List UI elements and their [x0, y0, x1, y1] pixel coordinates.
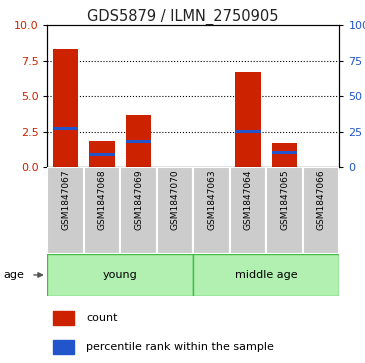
- Bar: [157, 167, 193, 254]
- Bar: [235, 72, 261, 167]
- Text: young: young: [103, 270, 138, 280]
- Bar: [89, 142, 115, 167]
- Bar: [303, 167, 339, 254]
- Bar: [53, 340, 74, 354]
- Text: middle age: middle age: [235, 270, 298, 280]
- Bar: [53, 49, 78, 167]
- Text: age: age: [4, 270, 24, 280]
- Text: percentile rank within the sample: percentile rank within the sample: [86, 342, 274, 352]
- Bar: [47, 167, 84, 254]
- Bar: [230, 167, 266, 254]
- Text: GSM1847069: GSM1847069: [134, 170, 143, 230]
- Bar: [120, 167, 157, 254]
- Bar: [89, 153, 115, 156]
- Bar: [193, 254, 339, 296]
- Bar: [126, 115, 151, 167]
- Text: GSM1847064: GSM1847064: [244, 170, 253, 230]
- Bar: [193, 167, 230, 254]
- Text: count: count: [86, 313, 118, 323]
- Bar: [235, 130, 261, 133]
- Text: GSM1847068: GSM1847068: [98, 170, 107, 230]
- Text: GSM1847067: GSM1847067: [61, 170, 70, 230]
- Text: GDS5879 / ILMN_2750905: GDS5879 / ILMN_2750905: [87, 9, 278, 25]
- Text: GSM1847063: GSM1847063: [207, 170, 216, 230]
- Bar: [47, 254, 193, 296]
- Bar: [266, 167, 303, 254]
- Bar: [272, 143, 297, 167]
- Bar: [126, 140, 151, 143]
- Bar: [53, 311, 74, 325]
- Bar: [272, 151, 297, 154]
- Text: GSM1847065: GSM1847065: [280, 170, 289, 230]
- Text: GSM1847070: GSM1847070: [171, 170, 180, 230]
- Bar: [53, 127, 78, 130]
- Bar: [84, 167, 120, 254]
- Text: GSM1847066: GSM1847066: [317, 170, 326, 230]
